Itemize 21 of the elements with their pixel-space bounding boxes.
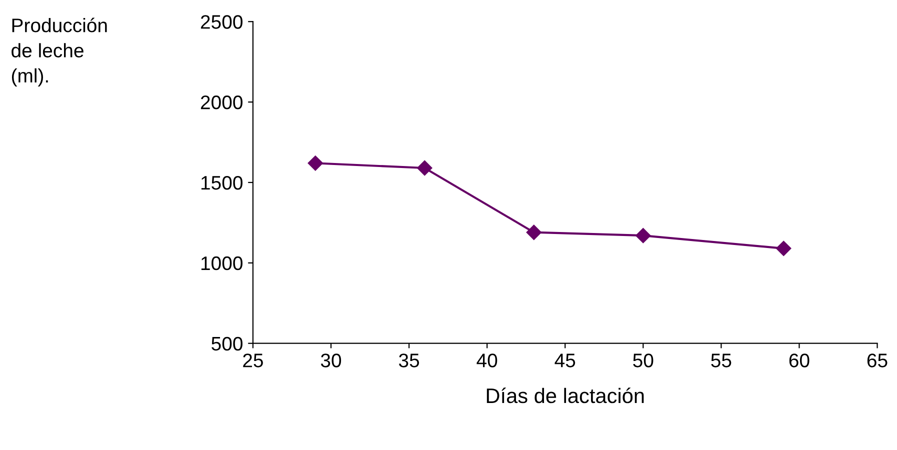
point (308, 156, 323, 171)
x-tick-label: 35 (398, 354, 420, 368)
y-tick-label: 1000 (201, 256, 242, 270)
x-tick-label: 60 (789, 354, 810, 368)
y-tick-label: 1500 (201, 176, 242, 190)
point (526, 224, 542, 240)
x-tick-label: 55 (711, 354, 732, 368)
point (417, 160, 432, 176)
x-axis-title: Días de lactación (486, 388, 644, 404)
y-tick-label: 2000 (200, 96, 242, 110)
y-axis-title: Producción de leche (ml). (12, 18, 107, 86)
x-tick-label: 50 (633, 354, 654, 368)
x-tick-label: 30 (320, 354, 342, 368)
point (636, 228, 651, 244)
y-tick-label: 2500 (200, 15, 242, 29)
point (776, 240, 792, 256)
x-tick-label: 45 (554, 354, 576, 368)
x-tick-label: 25 (243, 354, 263, 368)
y-tick-label: 500 (212, 336, 242, 351)
x-tick-label: 40 (476, 354, 498, 368)
x-tick-label: 65 (867, 354, 888, 368)
